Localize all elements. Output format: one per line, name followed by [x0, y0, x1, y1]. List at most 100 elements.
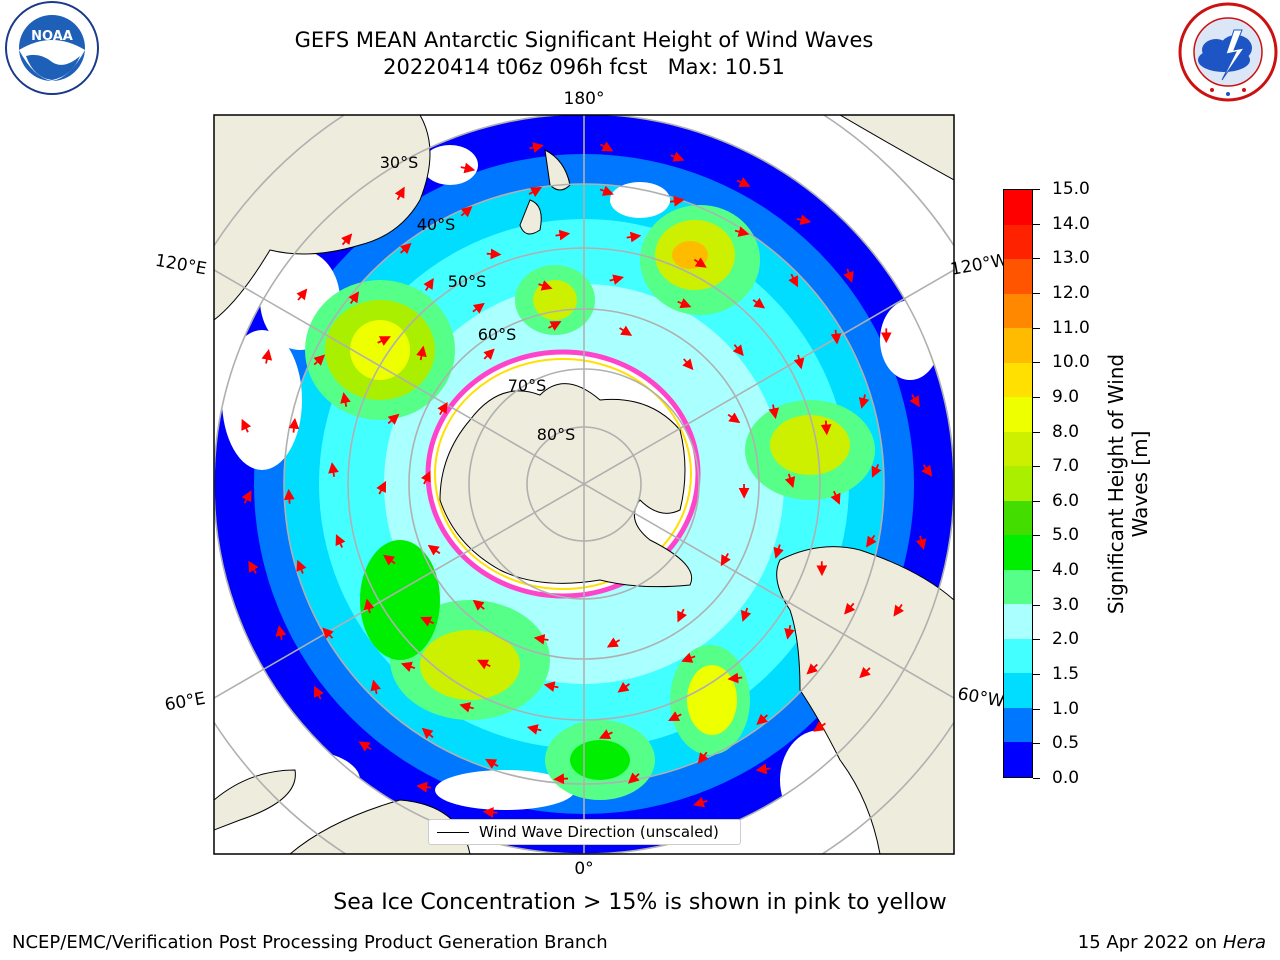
red-direction-arrow-icon: [820, 420, 832, 436]
colorbar-segment: [1004, 431, 1032, 467]
red-direction-arrow-icon: [377, 336, 391, 346]
south-america-land: [776, 546, 954, 854]
colorbar-title-line1: Significant Height of Wind: [1104, 353, 1128, 615]
colorbar-tick-label: 0.0: [1052, 768, 1080, 788]
colorbar-tick-label: 8.0: [1052, 421, 1080, 442]
red-direction-arrow-icon: [477, 659, 491, 670]
red-direction-arrow-icon: [472, 599, 485, 611]
red-direction-arrow-icon: [296, 288, 308, 301]
colorbar-segment: [1004, 673, 1032, 708]
red-direction-arrow-icon: [482, 807, 498, 818]
red-direction-arrow-icon: [416, 345, 427, 361]
red-direction-arrow-icon: [697, 751, 709, 765]
red-direction-arrow-icon: [370, 679, 381, 695]
footer-date: 15 Apr 2022 on Hera: [1078, 932, 1266, 953]
colorbar-tick-label: 3.0: [1052, 594, 1080, 615]
red-direction-arrow-icon: [485, 758, 499, 769]
red-direction-arrow-icon: [328, 462, 339, 477]
lat-label-50s: 50°S: [448, 272, 487, 291]
red-direction-arrow-icon: [844, 602, 856, 615]
red-direction-arrow-icon: [921, 464, 933, 477]
red-direction-arrow-icon: [668, 711, 682, 721]
colorbar-title-line2: Waves [m]: [1128, 430, 1152, 538]
red-direction-arrow-icon: [341, 233, 353, 246]
red-direction-arrow-icon: [599, 729, 613, 739]
colorbar-tick-label: 1.5: [1052, 664, 1080, 685]
lat-label-60s: 60°S: [478, 325, 517, 344]
red-direction-arrow-icon: [538, 280, 553, 291]
red-direction-arrow-icon: [288, 417, 300, 433]
red-direction-arrow-icon: [483, 348, 495, 360]
red-direction-arrow-icon: [421, 727, 434, 739]
colorbar-segment: [1004, 397, 1032, 432]
red-direction-arrow-icon: [437, 402, 448, 416]
red-direction-arrow-icon: [486, 248, 502, 260]
red-direction-arrow-icon: [459, 702, 474, 713]
red-direction-arrow-icon: [420, 470, 431, 485]
red-direction-arrow-icon: [677, 608, 687, 623]
red-direction-arrow-icon: [241, 418, 252, 433]
colorbar-segment: [1004, 707, 1032, 743]
red-direction-arrow-icon: [858, 394, 870, 409]
red-direction-arrow-icon: [682, 358, 694, 371]
colorbar-tick-label: 7.0: [1052, 456, 1080, 477]
red-direction-arrow-icon: [915, 535, 927, 551]
colorbar-segment: [1004, 328, 1032, 363]
sea-ice-caption: Sea Ice Concentration > 15% is shown in …: [333, 890, 947, 915]
colorbar-segment: [1004, 259, 1032, 294]
red-direction-arrow-icon: [275, 625, 287, 640]
colorbar-tick: [1033, 396, 1040, 398]
chart-subtitle: 20220414 t06z 096h fcst Max: 10.51: [383, 55, 785, 79]
lon-label-120e: 120°E: [154, 251, 208, 280]
legend-label: Wind Wave Direction (unscaled): [479, 823, 719, 841]
red-direction-arrow-icon: [529, 142, 544, 153]
colorbar-tick-label: 15.0: [1052, 179, 1090, 199]
red-direction-arrow-icon: [740, 607, 752, 622]
red-direction-arrow-icon: [599, 141, 614, 152]
colorbar-tick-label: 12.0: [1052, 282, 1090, 303]
footer-date-text: 15 Apr 2022 on: [1077, 932, 1218, 953]
colorbar-tick: [1033, 292, 1040, 294]
red-direction-arrow-icon: [752, 297, 766, 309]
red-direction-arrow-icon: [261, 348, 273, 364]
red-direction-arrow-icon: [720, 552, 731, 567]
colorbar-segment: [1004, 189, 1032, 225]
red-direction-arrow-icon: [784, 473, 796, 489]
colorbar: [1003, 189, 1033, 778]
colorbar-tick-label: 0.5: [1052, 733, 1080, 754]
red-direction-arrow-icon: [727, 672, 743, 684]
red-direction-arrow-icon: [736, 177, 751, 187]
lat-label-30s: 30°S: [380, 153, 419, 172]
red-direction-arrow-icon: [376, 480, 387, 495]
red-direction-arrow-icon: [599, 185, 614, 196]
red-direction-arrow-icon: [756, 713, 768, 725]
colorbar-tick: [1033, 500, 1040, 502]
red-direction-arrow-icon: [773, 544, 784, 559]
footer-host: Hera: [1222, 932, 1266, 953]
legend-line-icon: [437, 831, 469, 833]
colorbar-tick-label: 10.0: [1052, 352, 1090, 373]
red-direction-arrow-icon: [734, 226, 750, 237]
red-direction-arrow-icon: [314, 685, 324, 700]
red-direction-arrow-icon: [363, 598, 375, 614]
colorbar-tick: [1033, 431, 1040, 433]
lat-label-40s: 40°S: [417, 215, 456, 234]
colorbar-tick-label: 4.0: [1052, 560, 1080, 581]
colorbar-tick: [1033, 639, 1040, 641]
red-direction-arrow-icon: [400, 661, 416, 672]
lat-label-80s: 80°S: [537, 425, 576, 444]
lon-label-180: 180°: [564, 89, 605, 109]
red-direction-arrow-icon: [806, 663, 819, 675]
red-direction-arrow-icon: [681, 652, 696, 663]
red-direction-arrow-icon: [732, 344, 744, 357]
chart-title: GEFS MEAN Antarctic Significant Height o…: [294, 28, 874, 52]
red-direction-arrow-icon: [460, 162, 476, 174]
red-direction-arrow-icon: [472, 302, 485, 314]
colorbar-segment: [1004, 638, 1032, 674]
red-direction-arrow-icon: [768, 404, 780, 420]
red-direction-arrow-icon: [617, 681, 630, 693]
red-direction-arrow-icon: [693, 796, 708, 808]
colorbar-tick-label: 14.0: [1052, 213, 1090, 234]
colorbar-tick: [1033, 258, 1040, 260]
